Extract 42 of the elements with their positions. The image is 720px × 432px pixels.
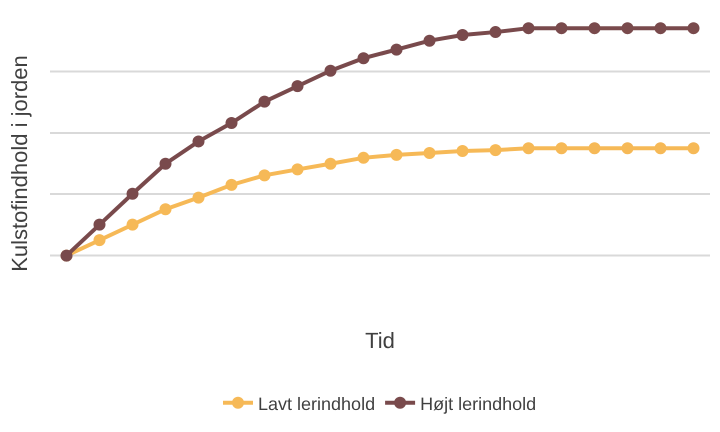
point <box>522 142 534 154</box>
point <box>192 135 204 148</box>
legend-label: Lavt lerindhold <box>258 394 376 414</box>
point <box>490 26 502 38</box>
legend-label: Højt lerindhold <box>420 394 536 414</box>
point <box>622 142 634 154</box>
point <box>226 178 238 191</box>
x-axis-title: Tid <box>365 328 395 353</box>
point <box>424 34 436 47</box>
point <box>324 158 336 170</box>
point <box>588 142 600 154</box>
point <box>160 158 172 170</box>
point <box>556 22 568 34</box>
point <box>456 29 468 42</box>
point <box>292 80 304 92</box>
point <box>522 22 534 34</box>
point <box>390 44 402 56</box>
point <box>192 192 204 204</box>
point <box>126 188 138 200</box>
point <box>226 117 238 130</box>
point <box>688 142 700 154</box>
point <box>654 22 666 34</box>
y-axis-title: Kulstofindhold i jorden <box>6 55 32 272</box>
point <box>94 218 106 231</box>
point <box>622 22 634 34</box>
point <box>688 22 700 34</box>
point <box>456 144 468 157</box>
point <box>94 234 106 246</box>
point <box>258 169 270 182</box>
point <box>424 147 436 160</box>
point <box>654 142 666 154</box>
point <box>126 218 138 231</box>
point <box>160 203 172 216</box>
point <box>258 96 270 108</box>
point <box>588 22 600 34</box>
point <box>390 148 402 161</box>
point <box>292 163 304 176</box>
point <box>324 64 336 77</box>
point <box>556 142 568 154</box>
point <box>358 152 370 164</box>
point <box>490 144 502 156</box>
point <box>358 52 370 64</box>
